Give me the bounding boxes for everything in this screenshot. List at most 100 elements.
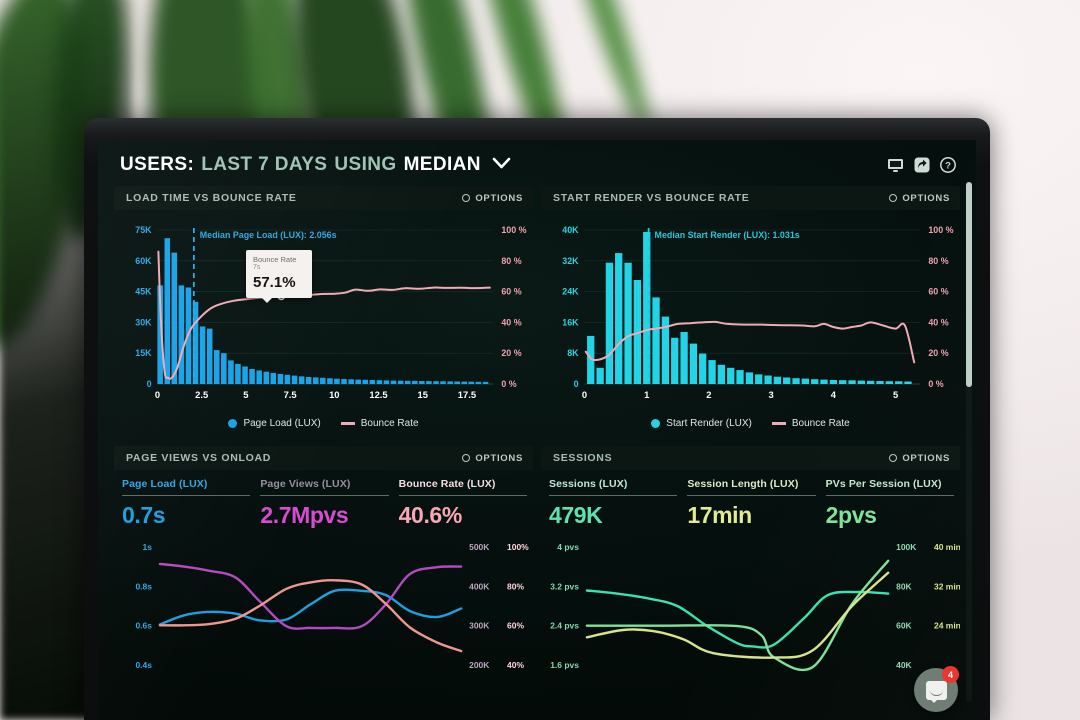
svg-text:0: 0 bbox=[574, 379, 579, 389]
dashboard-header: USERS: LAST 7 DAYS USING MEDIAN bbox=[98, 140, 976, 186]
chart-legend: Start Render (LUX) Bounce Rate bbox=[543, 418, 958, 429]
legend-item-start-render[interactable]: Start Render (LUX) bbox=[651, 418, 752, 429]
laptop-device: USERS: LAST 7 DAYS USING MEDIAN bbox=[84, 118, 990, 720]
svg-text:2.5: 2.5 bbox=[195, 390, 208, 401]
metric-session-length[interactable]: Session Length (LUX) 17min bbox=[687, 478, 816, 529]
vertical-scrollbar[interactable] bbox=[966, 182, 972, 702]
gear-icon bbox=[889, 194, 898, 202]
svg-text:100 %: 100 % bbox=[928, 225, 953, 235]
svg-text:40K: 40K bbox=[562, 225, 579, 235]
metric-rule bbox=[687, 495, 816, 496]
svg-text:30K: 30K bbox=[135, 317, 152, 327]
svg-text:300K: 300K bbox=[469, 621, 490, 631]
options-button[interactable]: OPTIONS bbox=[889, 193, 950, 204]
chart-load-time[interactable]: 0 15K 30K 45K 60K 75K 0 % 20 % 40 % 60 % 80 % 100 %… bbox=[114, 210, 533, 438]
metric-rule bbox=[260, 495, 389, 496]
legend-item-page-load[interactable]: Page Load (LUX) bbox=[228, 418, 321, 429]
panel-start-render-vs-bounce-rate: START RENDER VS BOUNCE RATE OPTIONS 0 8K 1… bbox=[541, 186, 960, 438]
options-label: OPTIONS bbox=[475, 192, 523, 204]
options-button[interactable]: OPTIONS bbox=[889, 453, 950, 464]
metric-label: PVs Per Session (LUX) bbox=[825, 478, 942, 490]
svg-text:40 %: 40 % bbox=[501, 317, 521, 327]
svg-text:0.8s: 0.8s bbox=[135, 581, 152, 591]
options-button[interactable]: OPTIONS bbox=[462, 453, 523, 464]
panel-load-time-vs-bounce-rate: LOAD TIME VS BOUNCE RATE OPTIONS 0 15K 30K… bbox=[114, 186, 533, 438]
title-using: USING bbox=[334, 154, 397, 175]
panel-title: SESSIONS bbox=[553, 452, 613, 464]
chart-svg-sessions: 4 pvs 3.2 pvs 2.4 pvs 1.6 pvs 100K 40 min 80K 3… bbox=[550, 542, 960, 672]
gear-icon bbox=[462, 454, 471, 462]
svg-text:80K: 80K bbox=[896, 581, 912, 591]
svg-text:80 %: 80 % bbox=[928, 256, 948, 266]
tooltip-subtitle: 7s bbox=[253, 264, 261, 272]
svg-text:2: 2 bbox=[706, 390, 711, 401]
svg-text:0: 0 bbox=[147, 379, 152, 389]
chart-svg-start-render: 0 8K 16K 24K 32K 40K 0 % 20 % 40 % 60 % 80 % 100 % 0… bbox=[562, 225, 953, 401]
options-button[interactable]: OPTIONS bbox=[462, 193, 523, 204]
legend-label: Page Load (LUX) bbox=[243, 418, 321, 429]
svg-text:75K: 75K bbox=[135, 225, 152, 235]
tooltip-value: 57.1% bbox=[253, 274, 296, 292]
panel-header: SESSIONS OPTIONS bbox=[541, 446, 960, 470]
svg-text:0: 0 bbox=[582, 390, 587, 401]
share-icon[interactable] bbox=[914, 157, 930, 173]
svg-text:40 min: 40 min bbox=[934, 542, 960, 552]
panel-page-views-vs-onload: PAGE VIEWS VS ONLOAD OPTIONS Page Load (… bbox=[114, 446, 533, 681]
chat-widget-button[interactable]: 4 bbox=[914, 666, 959, 712]
svg-text:32K: 32K bbox=[562, 256, 579, 266]
options-label: OPTIONS bbox=[902, 192, 950, 204]
chart-sessions-sparkline[interactable]: 4 pvs 3.2 pvs 2.4 pvs 1.6 pvs 100K 40 min 80K 3… bbox=[541, 531, 960, 681]
metric-sessions[interactable]: Sessions (LUX) 479K bbox=[549, 478, 678, 529]
panel-title: START RENDER VS BOUNCE RATE bbox=[553, 192, 750, 204]
legend-label: Bounce Rate bbox=[360, 418, 419, 429]
chart-start-render[interactable]: 0 8K 16K 24K 32K 40K 0 % 20 % 40 % 60 % 80 % 100 % 0… bbox=[541, 210, 960, 438]
title-range: LAST 7 DAYS bbox=[201, 154, 328, 175]
svg-text:12.5: 12.5 bbox=[369, 390, 387, 401]
svg-text:0 %: 0 % bbox=[928, 379, 943, 389]
title-users: USERS: bbox=[120, 154, 195, 175]
metric-row: Sessions (LUX) 479K Session Length (LUX)… bbox=[541, 470, 960, 529]
metric-value: 479K bbox=[549, 502, 603, 528]
metric-value: 0.7s bbox=[122, 502, 166, 528]
svg-text:100K: 100K bbox=[896, 542, 917, 552]
svg-text:Median Start Render (LUX): 1.0: Median Start Render (LUX): 1.031s bbox=[655, 230, 800, 240]
svg-text:80 %: 80 % bbox=[501, 256, 521, 266]
svg-text:Median Page Load (LUX): 2.056s: Median Page Load (LUX): 2.056s bbox=[200, 230, 337, 240]
metric-value: 40.6% bbox=[398, 502, 463, 528]
metric-page-load[interactable]: Page Load (LUX) 0.7s bbox=[122, 478, 251, 529]
legend-label: Bounce Rate bbox=[791, 418, 850, 429]
chart-tooltip: Bounce Rate 7s 57.1% bbox=[246, 250, 312, 304]
legend-dot bbox=[651, 419, 661, 428]
dashboard-screen: USERS: LAST 7 DAYS USING MEDIAN bbox=[98, 140, 976, 720]
metric-rule bbox=[122, 495, 251, 496]
svg-text:0.4s: 0.4s bbox=[135, 660, 152, 670]
metric-value: 2pvs bbox=[825, 502, 877, 528]
metric-pvs-per-session[interactable]: PVs Per Session (LUX) 2pvs bbox=[825, 478, 954, 529]
svg-text:40 %: 40 % bbox=[928, 317, 948, 327]
svg-text:3.2 pvs: 3.2 pvs bbox=[550, 581, 579, 591]
scrollbar-thumb[interactable] bbox=[966, 182, 972, 387]
chevron-down-icon[interactable] bbox=[492, 154, 511, 176]
svg-text:32 min: 32 min bbox=[934, 581, 960, 591]
svg-text:5: 5 bbox=[893, 390, 898, 401]
metric-label: Sessions (LUX) bbox=[549, 478, 628, 490]
svg-text:20 %: 20 % bbox=[928, 348, 948, 358]
svg-text:60 %: 60 % bbox=[501, 287, 521, 297]
metric-bounce-rate[interactable]: Bounce Rate (LUX) 40.6% bbox=[398, 478, 527, 529]
svg-text:100%: 100% bbox=[507, 542, 529, 552]
svg-text:100 %: 100 % bbox=[501, 225, 526, 235]
metric-rule bbox=[825, 495, 954, 496]
svg-text:20 %: 20 % bbox=[501, 348, 521, 358]
svg-text:60K: 60K bbox=[896, 621, 912, 631]
help-icon[interactable]: ? bbox=[940, 157, 956, 173]
legend-item-bounce-rate[interactable]: Bounce Rate bbox=[771, 418, 850, 429]
panel-header: LOAD TIME VS BOUNCE RATE OPTIONS bbox=[114, 186, 533, 210]
monitor-icon[interactable] bbox=[887, 158, 904, 173]
metric-page-views[interactable]: Page Views (LUX) 2.7Mpvs bbox=[260, 478, 389, 529]
chart-page-views-sparkline[interactable]: 1s 0.8s 0.6s 0.4s 500K 100% 400K 80% 300K 60% 200K… bbox=[114, 531, 533, 681]
page-title[interactable]: USERS: LAST 7 DAYS USING MEDIAN bbox=[120, 154, 511, 176]
panel-title: PAGE VIEWS VS ONLOAD bbox=[126, 452, 272, 464]
panel-title: LOAD TIME VS BOUNCE RATE bbox=[126, 192, 297, 204]
legend-item-bounce-rate[interactable]: Bounce Rate bbox=[340, 418, 419, 429]
